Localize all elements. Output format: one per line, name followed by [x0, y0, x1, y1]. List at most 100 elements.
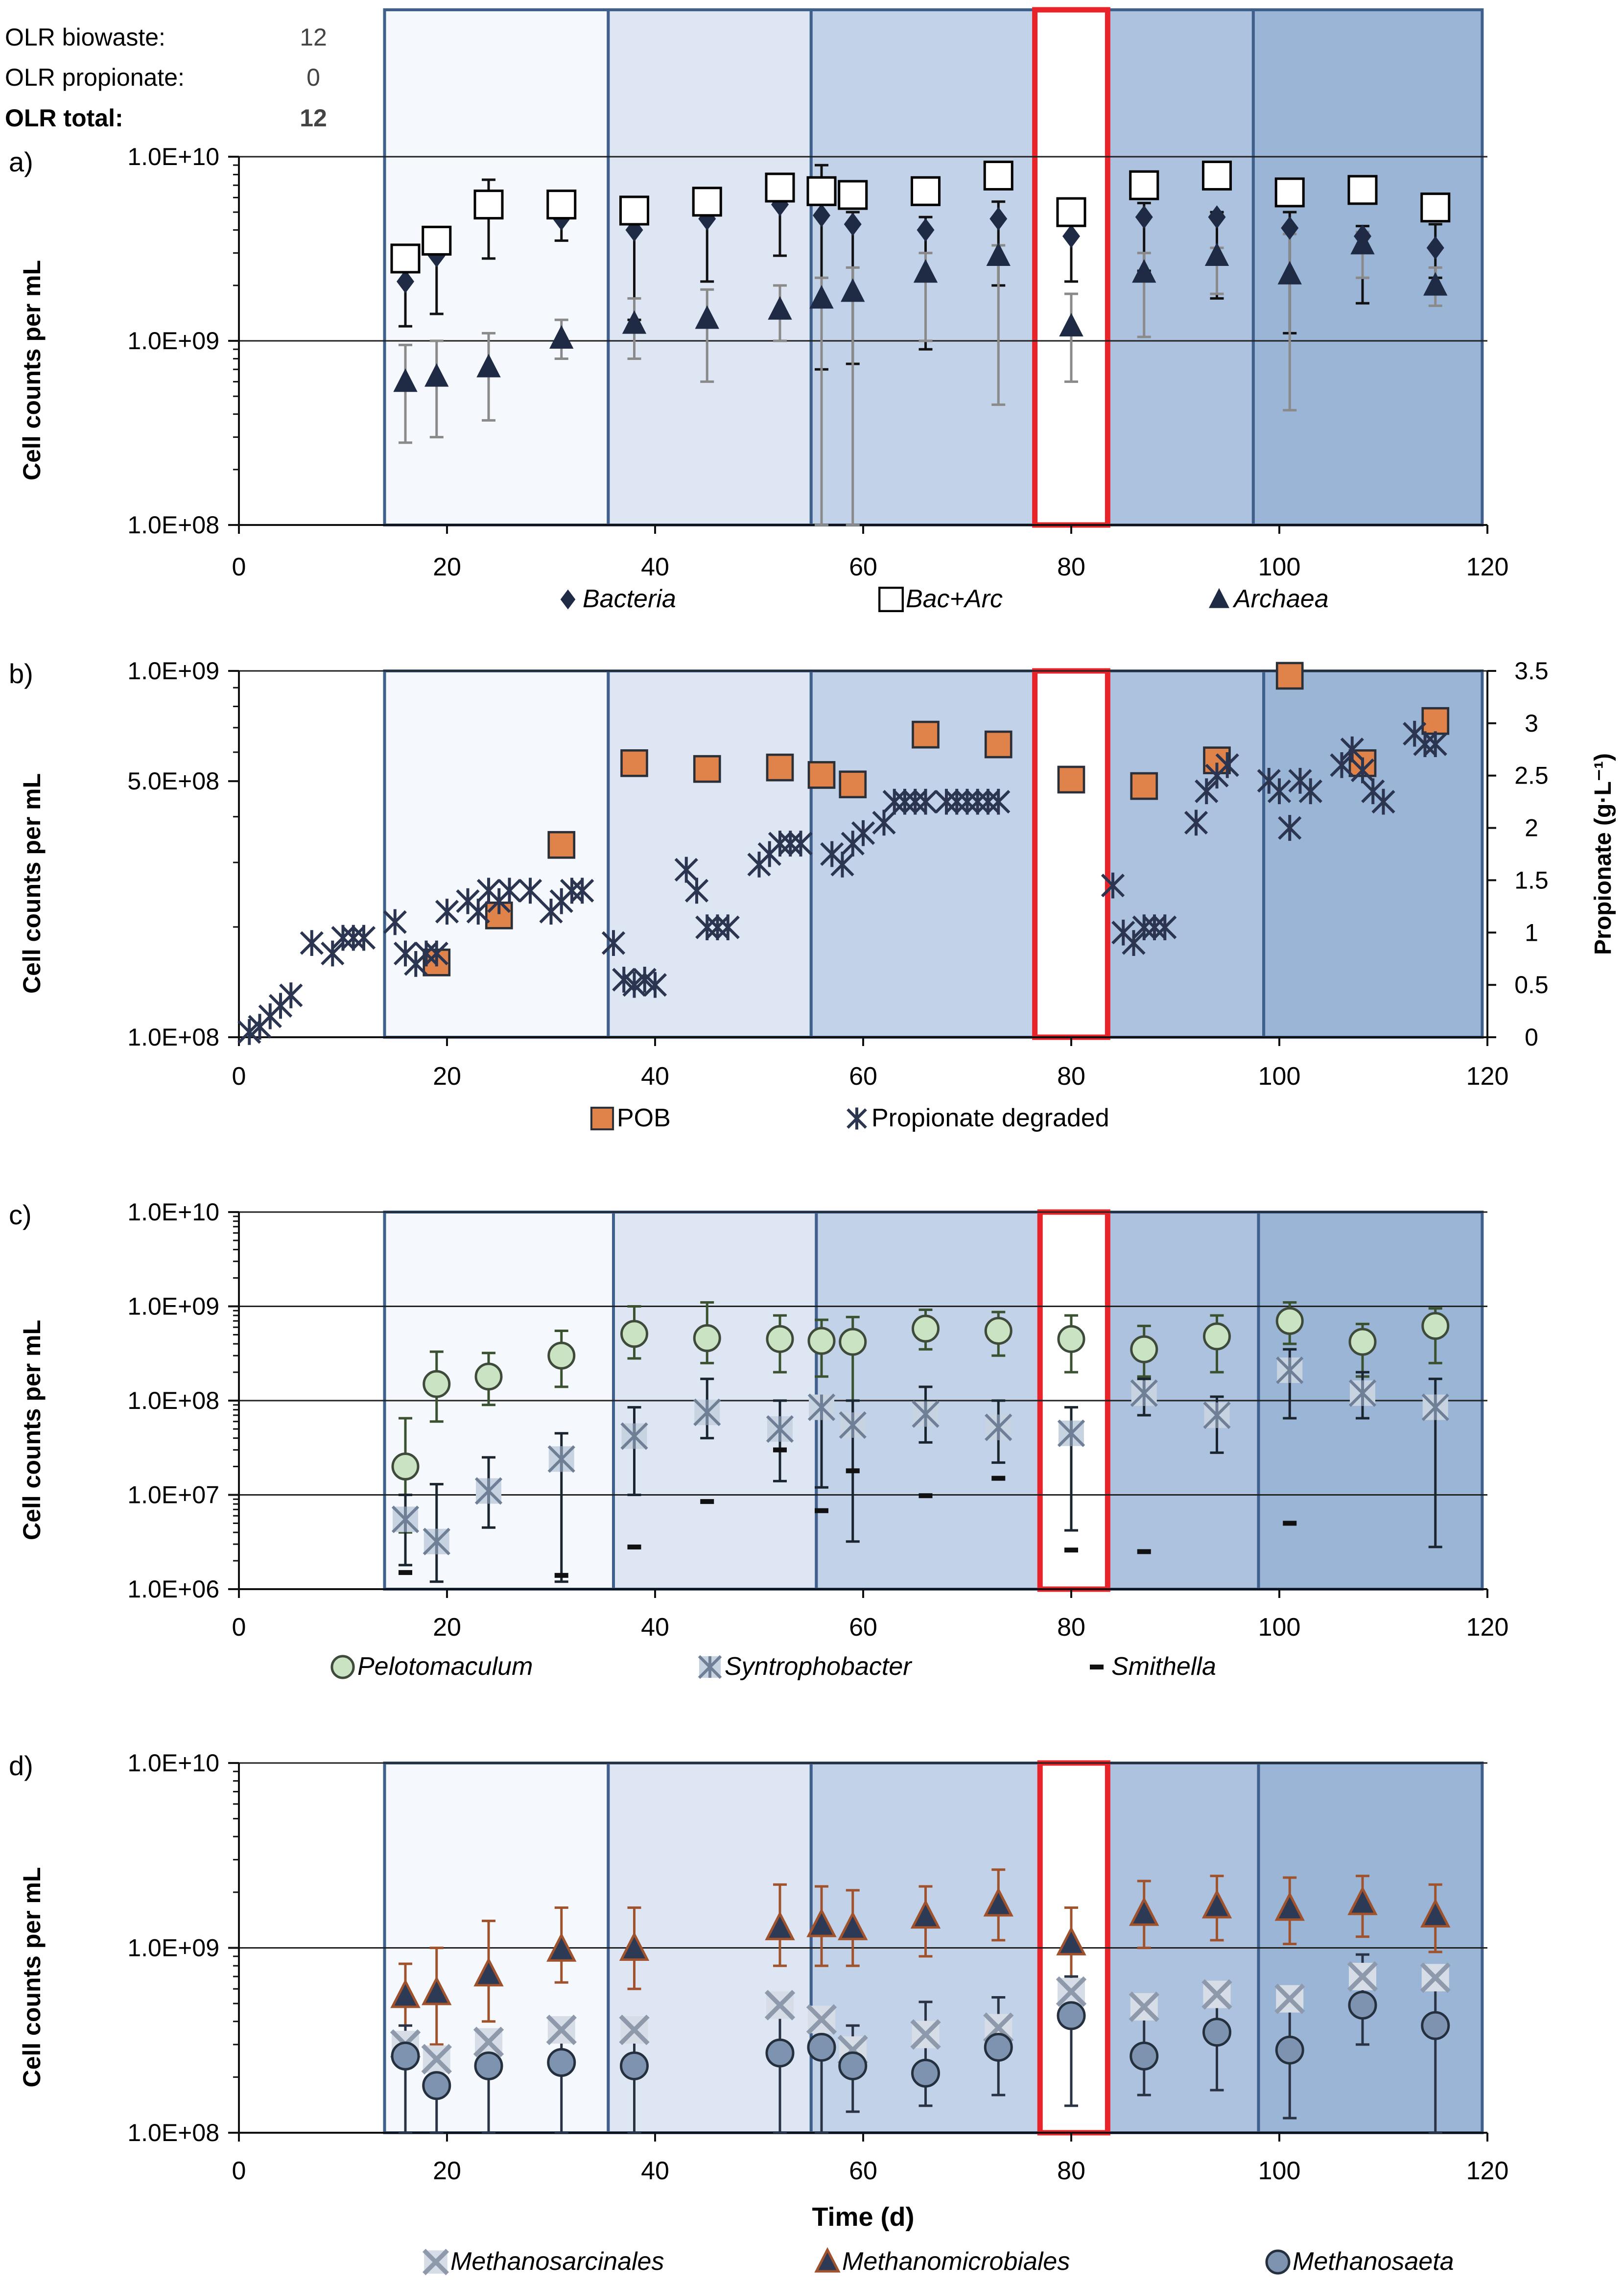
data-point [1195, 778, 1219, 805]
data-point [912, 1400, 940, 1428]
legend-label: Bacteria [583, 585, 676, 613]
data-point-stroke [1274, 1983, 1305, 2014]
data-point [809, 285, 834, 309]
header-value: 0 [306, 64, 320, 91]
data-point [1423, 272, 1448, 296]
data-point [839, 1328, 867, 1356]
data-point [1278, 815, 1302, 841]
panel-label: d) [9, 1750, 33, 1781]
data-point [838, 180, 868, 210]
data-point [1057, 765, 1085, 794]
phase-region [1106, 669, 1266, 1039]
data-point [397, 269, 414, 293]
panel-label: b) [9, 658, 33, 689]
data-point [984, 2032, 1013, 2062]
data-point [910, 1899, 941, 1929]
data-point [1202, 2018, 1231, 2047]
data-point [399, 1570, 412, 1575]
data-point [601, 930, 626, 956]
data-point [1215, 752, 1239, 778]
y-tick-label: 1.0E+09 [127, 1934, 219, 1962]
data-point [910, 2019, 941, 2050]
legend-label: POB [617, 1104, 671, 1132]
data-point [1203, 1322, 1231, 1351]
data-point [1421, 707, 1450, 735]
x-tick-label: 120 [1466, 1062, 1509, 1091]
data-point [570, 878, 594, 904]
data-point [1421, 1393, 1449, 1421]
panel-label: a) [9, 146, 33, 177]
y-tick-label: 1.0E+08 [127, 2119, 219, 2146]
data-point [991, 1476, 1006, 1481]
y2-tick-label: 1.5 [1514, 866, 1549, 894]
data-point [473, 190, 504, 220]
data-point [692, 187, 722, 217]
data-point [813, 203, 830, 227]
data-point [983, 160, 1013, 191]
data-point-stroke [1056, 1976, 1087, 2007]
legend-label: Methanosaeta [1293, 2247, 1454, 2276]
data-point [620, 2051, 649, 2080]
data-point [766, 753, 794, 782]
data-point-stroke [806, 2004, 837, 2035]
header-label: OLR propionate: [5, 64, 185, 91]
data-point [830, 851, 854, 878]
y2-tick-label: 2.5 [1514, 762, 1549, 789]
data-point [766, 1415, 794, 1443]
x-tick-label: 40 [641, 1062, 669, 1091]
panel-label: c) [9, 1199, 32, 1230]
data-point [674, 857, 698, 883]
data-point-stroke [619, 2014, 650, 2046]
data-point [1283, 1521, 1297, 1526]
phase-gap [1035, 671, 1108, 1037]
y-tick-label: 1.0E+10 [127, 1198, 219, 1226]
data-point [1281, 216, 1299, 240]
legend-marker [590, 1106, 614, 1131]
data-point [984, 1316, 1012, 1345]
legend-marker [1090, 1665, 1104, 1669]
data-point [547, 1341, 576, 1370]
data-point [765, 1911, 795, 1940]
data-point [765, 172, 795, 203]
data-point [473, 1957, 504, 1987]
data-point [1208, 205, 1226, 229]
data-point [716, 914, 740, 940]
legend-label: Smithella [1111, 1652, 1216, 1681]
data-point [695, 305, 719, 329]
data-point [1298, 778, 1322, 805]
panel-d-methanogens: 1.0E+08 1.0E+09 1.0E+10 0 20 40 60 80 100 120 d) Ce… [9, 1749, 1508, 2276]
x-tick-label: 0 [232, 553, 246, 581]
header-label: OLR total: [5, 104, 123, 132]
data-point-stroke [421, 2044, 452, 2074]
y2-tick-label: 0.5 [1514, 971, 1549, 999]
data-point [1201, 1979, 1232, 2010]
data-point [789, 831, 813, 857]
data-point [546, 2014, 577, 2046]
data-point [1421, 2011, 1450, 2040]
data-point [1132, 259, 1156, 283]
legend-label: Methanomicrobiales [842, 2247, 1070, 2276]
y-tick-label: 1.0E+09 [127, 327, 219, 355]
data-point [497, 878, 521, 904]
data-point [1130, 772, 1158, 800]
data-point [620, 1320, 648, 1348]
data-point [554, 1572, 568, 1578]
data-point [841, 278, 865, 302]
y2-tick-label: 2 [1525, 814, 1538, 842]
data-point [279, 982, 303, 1008]
data-point-stroke [764, 1990, 796, 2021]
data-point [1276, 1356, 1304, 1384]
data-point [1204, 242, 1229, 266]
data-point [619, 1931, 650, 1961]
legend-marker [1209, 588, 1229, 608]
data-point [851, 820, 875, 846]
data-point [546, 190, 577, 220]
data-point-stroke [473, 2026, 504, 2057]
y2-tick-label: 0 [1525, 1024, 1538, 1051]
data-point [1184, 810, 1208, 836]
header-label: OLR biowaste: [5, 24, 165, 51]
x-tick-label: 60 [849, 553, 877, 581]
data-point [839, 770, 867, 799]
data-point [1056, 1926, 1086, 1955]
data-point [807, 1327, 836, 1355]
